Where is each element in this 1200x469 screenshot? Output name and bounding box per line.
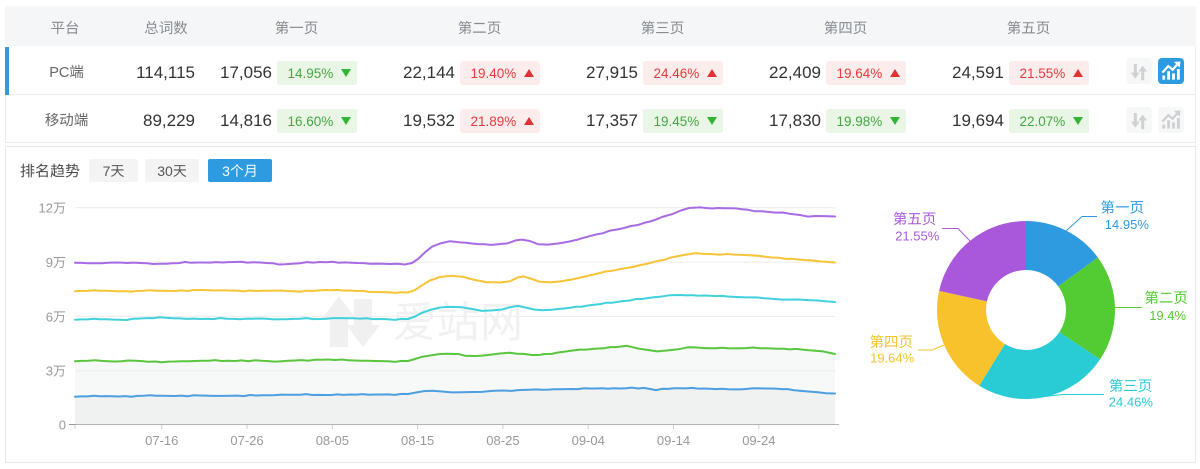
svg-text:19.64%: 19.64% <box>870 350 915 365</box>
svg-text:12: 12 <box>39 201 53 216</box>
svg-text:08-25: 08-25 <box>486 433 519 448</box>
svg-text:21.55%: 21.55% <box>895 229 940 244</box>
svg-text:24.46%: 24.46% <box>1109 394 1154 409</box>
svg-text:08-15: 08-15 <box>401 433 434 448</box>
svg-text:07-26: 07-26 <box>230 433 263 448</box>
svg-text:08-05: 08-05 <box>316 433 349 448</box>
svg-text:7: 7 <box>103 163 111 179</box>
svg-text:07-16: 07-16 <box>145 433 178 448</box>
svg-text:9: 9 <box>46 255 53 270</box>
svg-text:6: 6 <box>46 309 53 324</box>
svg-text:0: 0 <box>59 418 66 433</box>
svg-text:3: 3 <box>46 364 53 379</box>
svg-text:14.95%: 14.95% <box>1105 217 1150 232</box>
svg-text:3: 3 <box>222 163 230 179</box>
svg-text:09-24: 09-24 <box>742 433 775 448</box>
svg-text:30: 30 <box>157 163 173 179</box>
svg-text:PC: PC <box>49 65 69 81</box>
svg-text:19.4%: 19.4% <box>1149 308 1186 323</box>
svg-text:09-04: 09-04 <box>572 433 605 448</box>
svg-text:09-14: 09-14 <box>657 433 690 448</box>
